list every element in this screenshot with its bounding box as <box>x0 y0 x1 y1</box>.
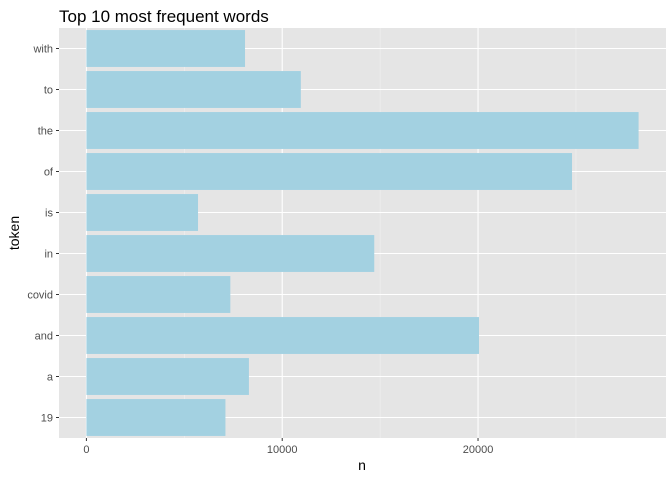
x-axis-title: n <box>358 457 366 473</box>
y-tick-label: is <box>45 208 53 220</box>
y-tick-label: 19 <box>41 413 53 425</box>
chart-title: Top 10 most frequent words <box>59 7 269 26</box>
bar-and <box>86 317 480 354</box>
y-tick-label: to <box>44 85 53 97</box>
bar-19 <box>86 399 226 436</box>
x-tick-label: 10000 <box>267 444 298 456</box>
y-tick-label: a <box>47 372 54 384</box>
bar-in <box>86 235 375 272</box>
bar-covid <box>86 276 231 313</box>
y-tick-label: with <box>32 44 53 56</box>
y-tick-label: covid <box>27 290 53 302</box>
bar-of <box>86 153 573 190</box>
bar-a <box>86 358 249 395</box>
bar-the <box>86 112 639 149</box>
bar-to <box>86 71 301 108</box>
y-axis-ticks: with to the of is in covid and a 19 <box>27 44 59 425</box>
bar-is <box>86 194 199 231</box>
x-axis-ticks: 0 10000 20000 <box>83 438 493 456</box>
y-axis-title: token <box>6 216 22 250</box>
y-tick-label: and <box>35 331 53 343</box>
y-tick-label: in <box>44 249 53 261</box>
x-tick-label: 0 <box>83 444 89 456</box>
bars <box>86 30 639 436</box>
y-tick-label: of <box>44 167 54 179</box>
x-tick-label: 20000 <box>463 444 494 456</box>
bar-with <box>86 30 246 67</box>
y-tick-label: the <box>38 126 53 138</box>
